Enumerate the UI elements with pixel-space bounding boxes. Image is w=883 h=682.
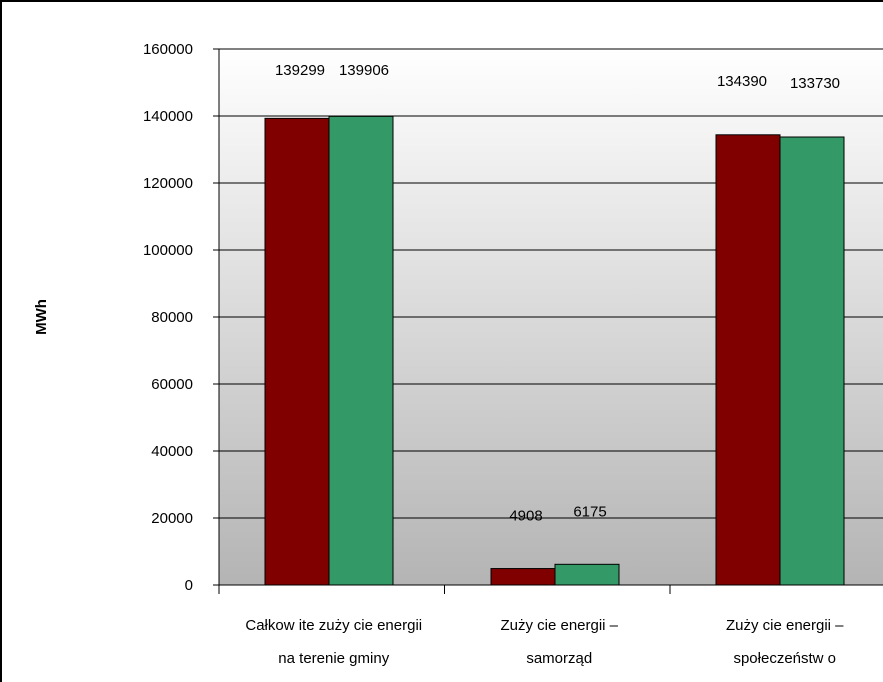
axes	[213, 48, 883, 594]
data-label: 139299	[275, 62, 325, 79]
bar	[328, 115, 394, 586]
y-tick-labels: 0 20000 40000 60000 80000 100000 120000 140000 1…	[143, 41, 193, 594]
y-tick-label: 80000	[151, 309, 193, 326]
bars	[264, 115, 845, 586]
y-tick-label: 0	[185, 577, 193, 594]
x-tick-label: Zuży cie energii – samorząd	[500, 617, 618, 667]
y-tick-label: 120000	[143, 175, 193, 192]
y-tick-label: 160000	[143, 41, 193, 58]
y-tick-label: 20000	[151, 510, 193, 527]
x-tick-labels: Całkow ite zuży cie energii na terenie gm…	[245, 617, 844, 667]
x-tick-label: Zuży cie energii – społeczeństw o	[726, 617, 844, 667]
bar	[264, 117, 330, 586]
data-label: 6175	[573, 503, 606, 520]
x-tick-label: Całkow ite zuży cie energii na terenie gm…	[245, 617, 422, 667]
data-label: 134390	[717, 73, 767, 90]
bar	[554, 563, 620, 586]
data-labels: 139299 4908 134390 139906 6175 133730	[275, 62, 840, 525]
data-label: 139906	[339, 62, 389, 79]
y-axis-title: MWh	[33, 299, 50, 335]
data-label: 4908	[509, 508, 542, 525]
y-tick-label: 40000	[151, 443, 193, 460]
bar	[715, 134, 781, 586]
y-tick-label: 100000	[143, 242, 193, 259]
y-tick-label: 140000	[143, 108, 193, 125]
data-label: 133730	[790, 75, 840, 92]
bar	[490, 568, 556, 586]
y-tick-label: 60000	[151, 376, 193, 393]
bar	[779, 136, 845, 586]
